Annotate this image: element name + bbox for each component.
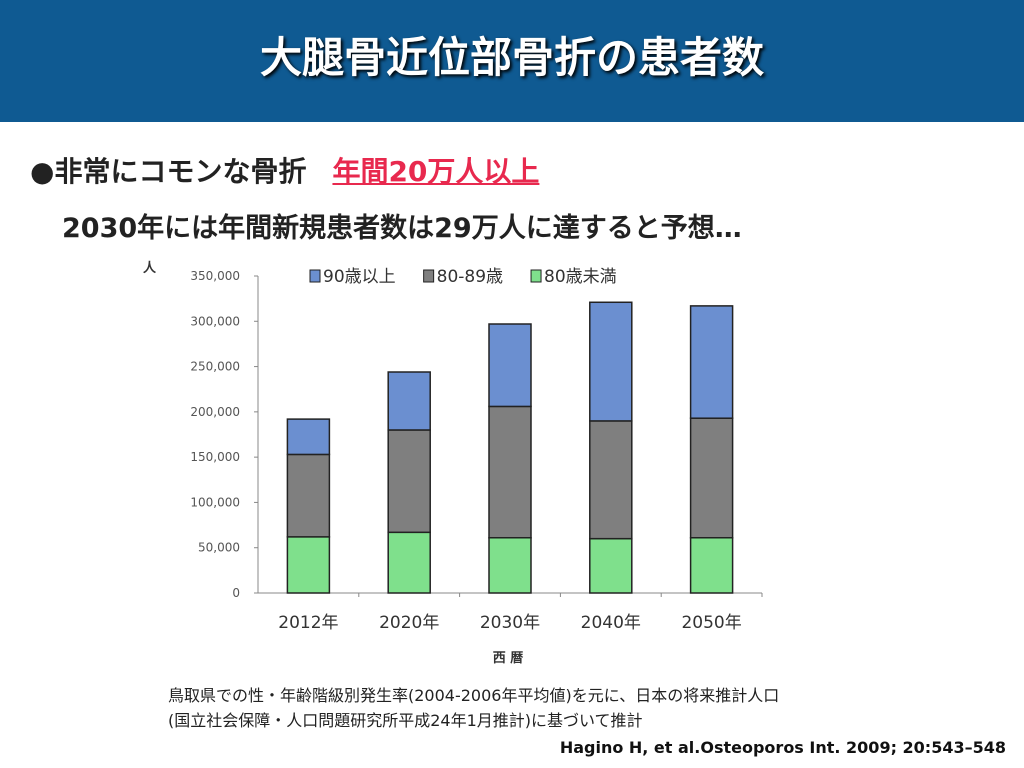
subtitle: 2030年には年間新規患者数は29万人に達すると予想… — [62, 213, 742, 244]
bar-segment — [387, 371, 431, 431]
bullet-text: 非常にコモンな骨折 — [54, 155, 307, 188]
x-tick-label: 2040年 — [581, 613, 641, 633]
y-axis-label: 人 — [143, 260, 157, 276]
legend-swatch — [423, 269, 435, 283]
legend-label: 80歳未満 — [544, 267, 617, 287]
legend-label: 90歳以上 — [323, 267, 396, 287]
legend-swatch — [530, 269, 542, 283]
bullet-line: ●非常にコモンな骨折 年間20万人以上 — [30, 150, 539, 190]
note-line-1: 鳥取県での性・年齢階級別発生率(2004-2006年平均値)を元に、日本の将来推… — [168, 686, 780, 705]
y-tick-label: 350,000 — [190, 269, 240, 283]
bullet-highlight: 年間20万人以上 — [332, 155, 540, 188]
y-tick-label: 150,000 — [190, 450, 240, 464]
bar-segment — [387, 429, 431, 534]
y-tick-label: 250,000 — [190, 360, 240, 374]
legend-label: 80-89歳 — [437, 267, 503, 287]
bar-segment — [589, 537, 633, 594]
y-tick-label: 50,000 — [198, 541, 240, 555]
legend-swatch — [309, 269, 321, 283]
x-axis-label: 西 暦 — [493, 651, 524, 666]
y-tick-label: 300,000 — [190, 314, 240, 328]
bar-segment — [387, 531, 431, 594]
y-tick-label: 200,000 — [190, 405, 240, 419]
bar-segment — [689, 537, 734, 594]
citation: Hagino H, et al.Osteoporos Int. 2009; 20… — [559, 738, 1006, 757]
bar-segment — [589, 301, 633, 422]
y-tick-label: 0 — [232, 586, 240, 600]
header-bar: 大腿骨近位部骨折の患者数 — [0, 0, 1024, 122]
bar-segment — [488, 537, 532, 594]
bar-segment — [286, 536, 331, 594]
bar-segment — [589, 420, 633, 540]
bar-segment — [286, 418, 331, 456]
bar-segment — [286, 453, 331, 538]
bar-segment — [488, 323, 532, 408]
x-tick-label: 2050年 — [681, 613, 741, 633]
y-tick-label: 100,000 — [190, 495, 240, 509]
x-tick-label: 2012年 — [278, 613, 338, 633]
x-tick-label: 2020年 — [379, 613, 439, 633]
x-tick-label: 2030年 — [480, 613, 540, 633]
bar-segment — [488, 405, 532, 539]
bar-segment — [689, 417, 734, 539]
bar-segment — [689, 305, 734, 419]
bullet-marker: ● — [30, 155, 55, 188]
note-line-2: (国立社会保障・人口問題研究所平成24年1月推計)に基づいて推計 — [168, 711, 643, 730]
slide-title: 大腿骨近位部骨折の患者数 — [259, 33, 764, 82]
